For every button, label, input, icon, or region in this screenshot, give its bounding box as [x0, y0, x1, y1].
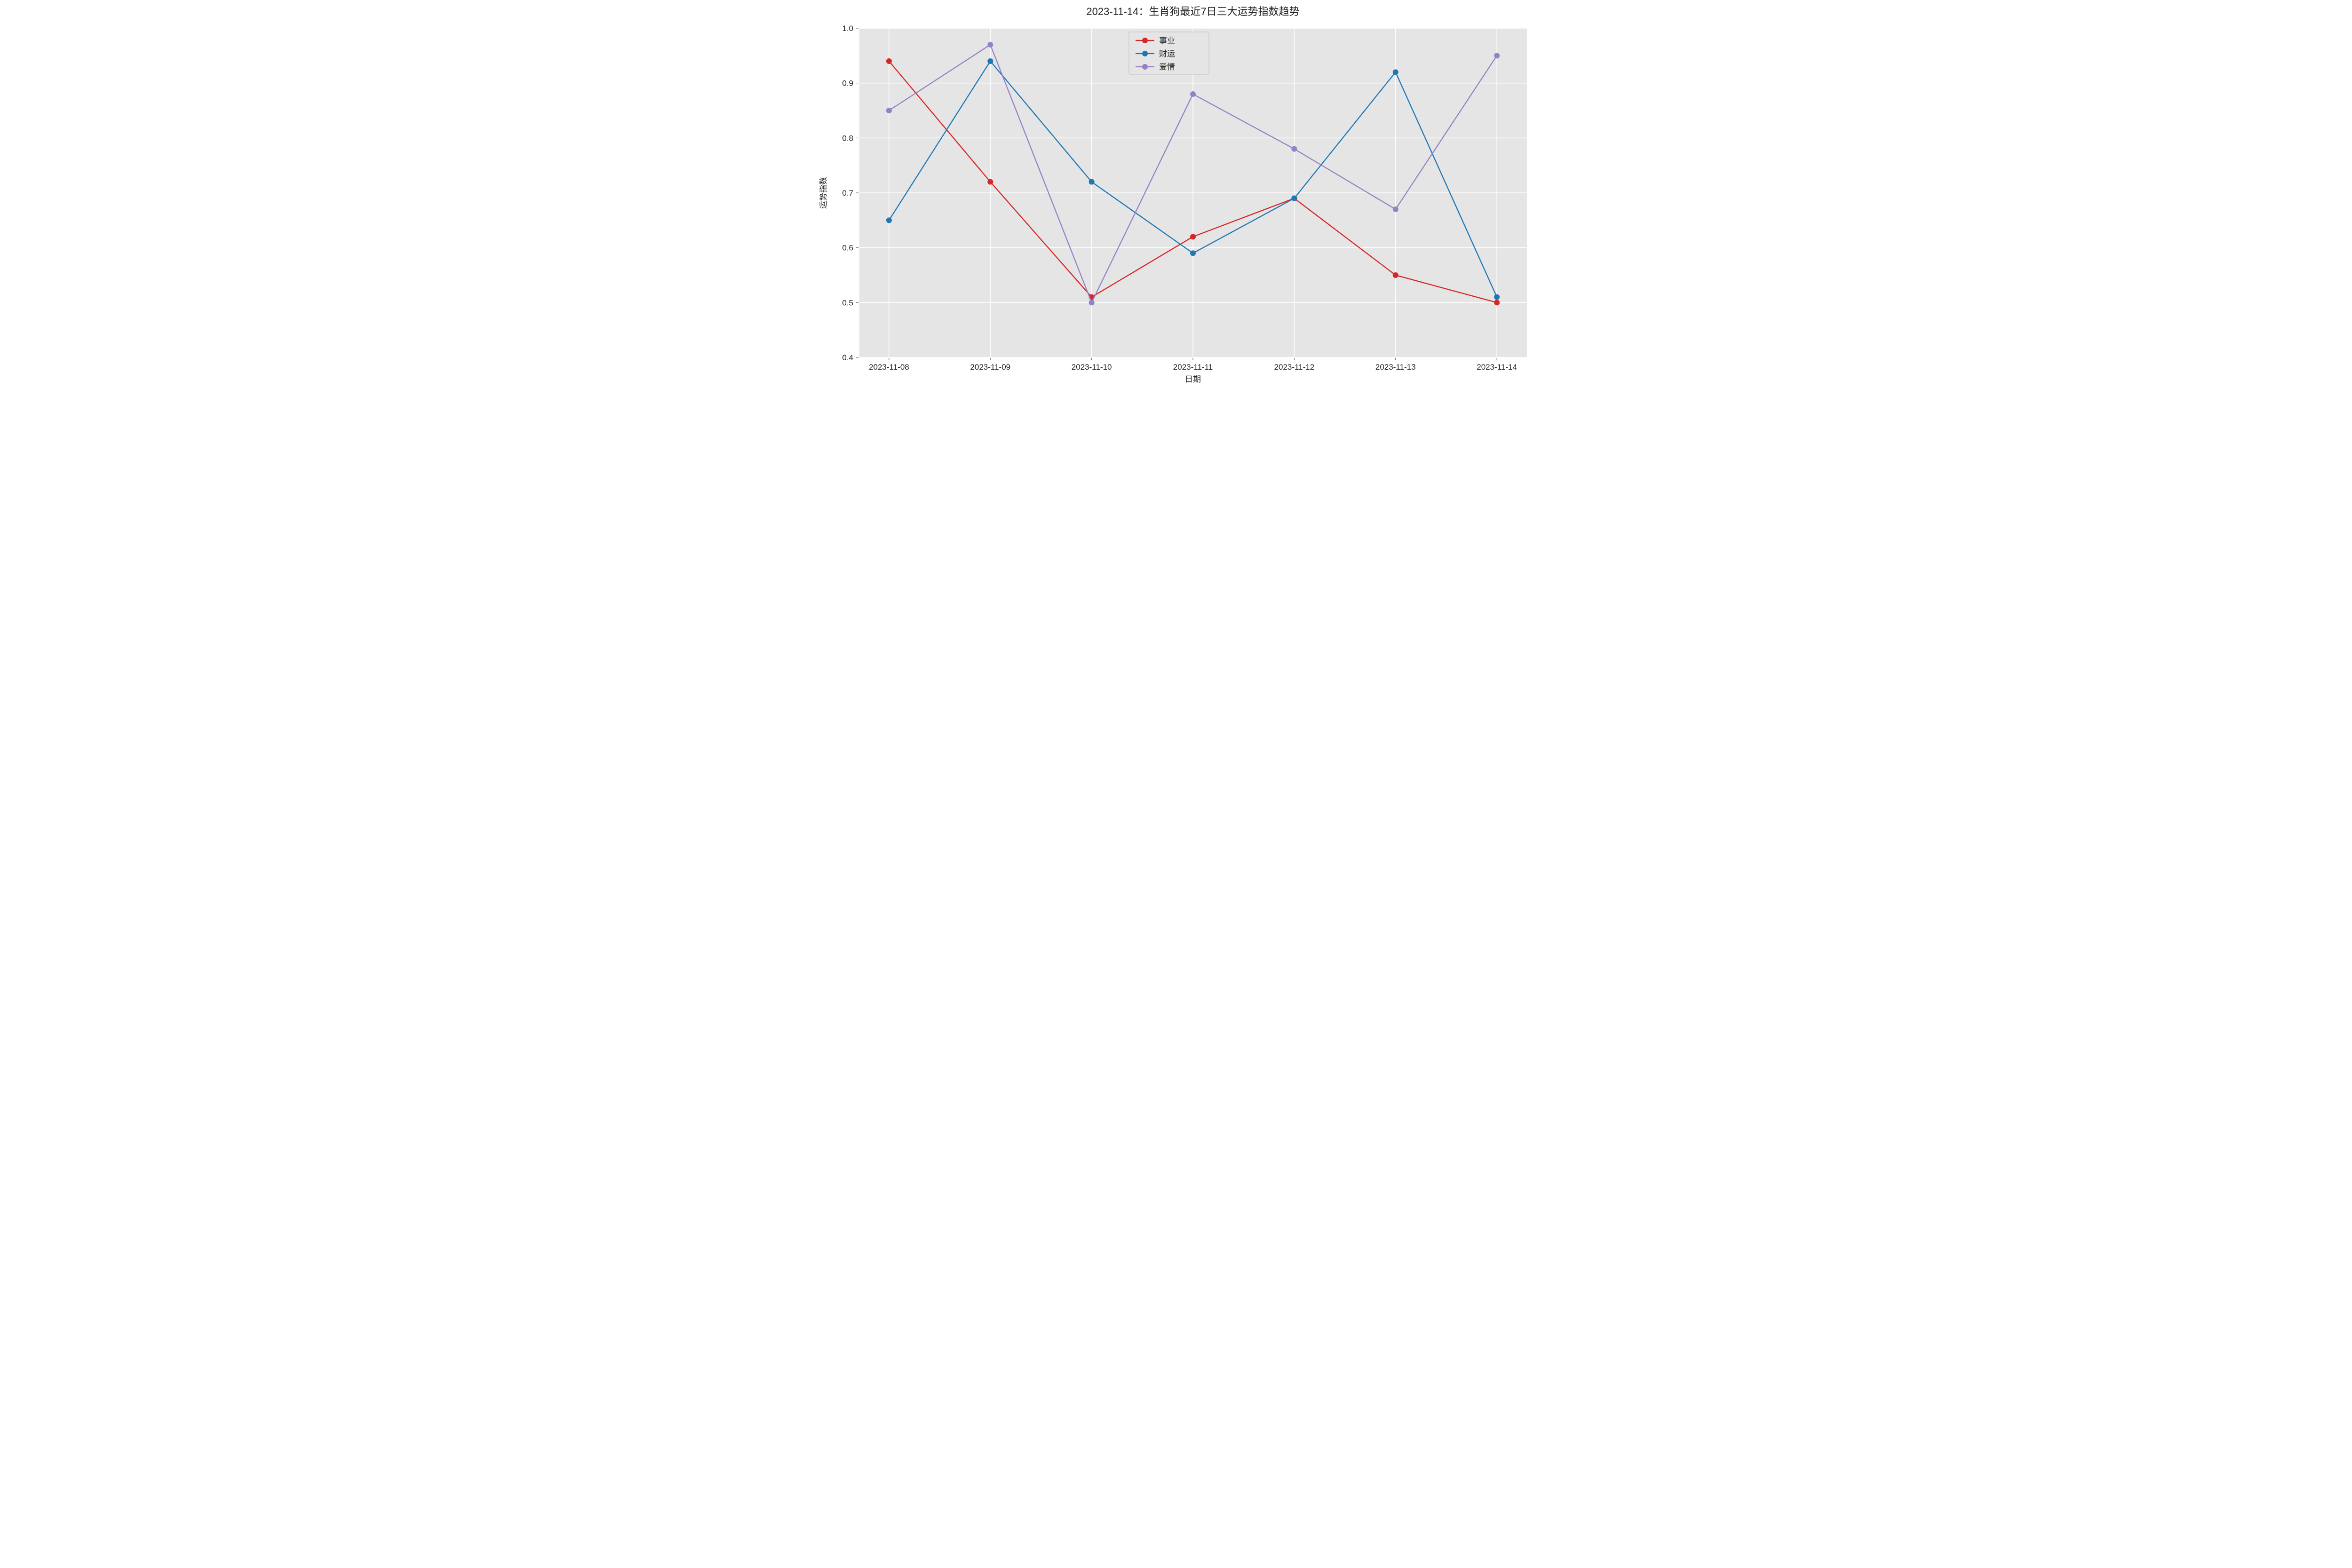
line-chart: 0.4 0.5 0.6 0.7 0.8 0.9 1.0 2023-11-08 2023-11-0…	[812, 0, 1540, 392]
series-marker	[886, 108, 892, 113]
series-marker	[1494, 294, 1500, 300]
xtick-label: 2023-11-13	[1375, 363, 1416, 372]
xtick-label: 2023-11-08	[869, 363, 909, 372]
series-marker	[1494, 53, 1500, 58]
ytick-label: 1.0	[842, 24, 853, 33]
legend-marker	[1142, 51, 1148, 56]
series-marker	[987, 58, 993, 64]
ytick-label: 0.7	[842, 189, 853, 198]
series-marker	[1393, 272, 1398, 278]
xtick-label: 2023-11-11	[1173, 363, 1213, 372]
ytick-label: 0.4	[842, 353, 853, 362]
series-marker	[1190, 91, 1196, 97]
series-marker	[987, 42, 993, 48]
legend-marker	[1142, 64, 1148, 70]
legend-marker	[1142, 38, 1148, 43]
series-marker	[886, 58, 892, 64]
series-marker	[1291, 196, 1297, 201]
series-marker	[1089, 300, 1095, 305]
series-marker	[1494, 300, 1500, 305]
ytick-label: 0.9	[842, 79, 853, 88]
legend-label: 事业	[1159, 36, 1175, 45]
series-marker	[1190, 234, 1196, 239]
series-marker	[886, 217, 892, 223]
x-axis-label: 日期	[1185, 375, 1201, 384]
xtick-label: 2023-11-14	[1477, 363, 1517, 372]
chart-container: 0.4 0.5 0.6 0.7 0.8 0.9 1.0 2023-11-08 2023-11-0…	[812, 0, 1540, 392]
chart-title: 2023-11-14：生肖狗最近7日三大运势指数趋势	[1086, 6, 1299, 17]
series-marker	[1393, 69, 1398, 75]
series-marker	[1089, 179, 1095, 185]
series-marker	[1190, 250, 1196, 256]
series-marker	[1393, 206, 1398, 212]
ytick-label: 0.8	[842, 134, 853, 143]
series-marker	[987, 179, 993, 185]
xtick-label: 2023-11-12	[1274, 363, 1315, 372]
xtick-label: 2023-11-10	[1072, 363, 1112, 372]
legend-label: 爱情	[1159, 63, 1175, 71]
y-axis-label: 运势指数	[819, 177, 828, 209]
legend-label: 财运	[1159, 49, 1175, 58]
ytick-label: 0.6	[842, 244, 853, 253]
ytick-label: 0.5	[842, 298, 853, 307]
xtick-label: 2023-11-09	[970, 363, 1010, 372]
series-marker	[1291, 146, 1297, 152]
